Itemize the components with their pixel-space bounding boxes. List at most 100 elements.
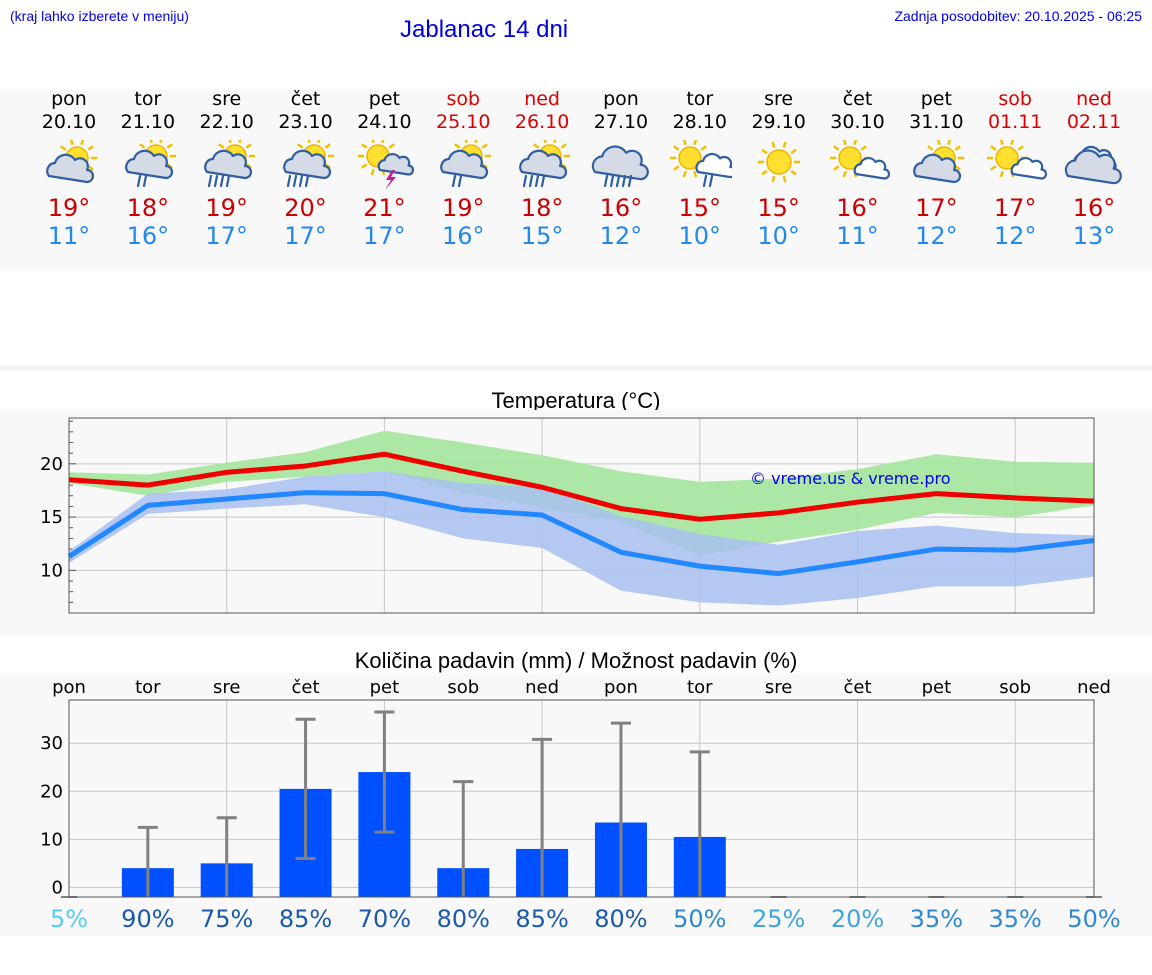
last-updated: Zadnja posodobitev: 20.10.2025 - 06:25: [894, 8, 1142, 24]
y-tick-label: 30: [40, 733, 63, 754]
day-name: pet: [920, 88, 952, 110]
precip-probability: 80%: [437, 905, 490, 933]
max-temp: 15°: [757, 194, 800, 222]
precipitation-chart-title: Količina padavin (mm) / Možnost padavin …: [354, 648, 798, 673]
watermark: © vreme.us & vreme.pro: [750, 469, 951, 488]
page-title: Jablanac 14 dni: [400, 16, 569, 43]
day-date: 29.10: [751, 111, 806, 133]
day-name: čet: [842, 88, 873, 110]
day-date: 30.10: [830, 111, 885, 133]
min-temp: 12°: [599, 222, 643, 250]
max-temp: 18°: [126, 194, 170, 222]
day-column: pon 27.10 16° 12°: [581, 88, 661, 250]
day-name: tor: [686, 88, 714, 110]
y-tick-label: 0: [52, 877, 63, 898]
sun-cloud-rain-icon: [669, 140, 732, 188]
day-column: čet 23.10 20° 17°: [266, 88, 346, 250]
partly-cloudy-heavy-rain-icon: [282, 140, 334, 188]
day-name: sre: [764, 88, 794, 110]
precip-probability: 80%: [594, 905, 647, 933]
day-name: sob: [446, 88, 481, 110]
day-column: sob 01.11 17° 12°: [975, 88, 1055, 250]
day-date: 31.10: [909, 111, 964, 133]
min-temp: 17°: [284, 222, 327, 250]
precip-probability: 20%: [831, 905, 884, 933]
day-name: tor: [134, 88, 162, 110]
day-label: pon: [52, 677, 86, 698]
precip-probability: 90%: [121, 905, 174, 933]
day-column: tor 28.10 15° 10°: [660, 88, 740, 250]
min-temp: 11°: [836, 222, 879, 250]
y-tick-label: 20: [40, 454, 63, 475]
day-column: sre 22.10 19° 17°: [187, 88, 267, 250]
day-date: 20.10: [41, 111, 97, 133]
min-temp: 10°: [678, 222, 722, 250]
day-label: tor: [135, 677, 161, 698]
temperature-chart-title: Temperatura (°C): [491, 388, 661, 413]
precip-probability: 85%: [515, 905, 568, 933]
day-date: 21.10: [120, 111, 176, 133]
min-temp: 16°: [126, 222, 170, 250]
max-temp: 17°: [915, 194, 958, 222]
min-temp: 16°: [441, 222, 485, 250]
precip-probability: 35%: [910, 905, 963, 933]
day-label: pet: [370, 677, 400, 698]
sun-thunderstorm-icon: [358, 140, 415, 190]
min-temp: 10°: [757, 222, 800, 250]
day-name: sre: [212, 88, 242, 110]
max-temp: 16°: [1072, 194, 1116, 222]
day-date: 01.11: [987, 111, 1043, 133]
day-date: 23.10: [278, 111, 333, 133]
partly-cloudy-rain-icon: [125, 140, 176, 188]
sun-small-cloud-icon: [987, 140, 1048, 180]
day-name: sob: [998, 88, 1032, 110]
day-label: čet: [843, 677, 871, 698]
day-date: 26.10: [514, 111, 570, 133]
precip-probability: 50%: [673, 905, 726, 933]
temperature-chart: 10 15 20 © vreme.us & vreme.pro: [40, 417, 1095, 614]
cloudy-icon: [1064, 145, 1122, 185]
precip-probability: 25%: [752, 905, 805, 933]
day-label: sre: [213, 677, 240, 698]
day-column: čet 30.10 16° 11°: [818, 88, 898, 250]
day-column: ned 02.11 16° 13°: [1054, 88, 1134, 250]
min-temp: 12°: [915, 222, 958, 250]
max-temp: 21°: [363, 194, 406, 222]
y-tick-label: 15: [40, 507, 63, 528]
precip-probability: 35%: [989, 905, 1042, 933]
day-column: pon 20.10 19° 11°: [29, 88, 109, 250]
precip-probability: 70%: [358, 905, 411, 933]
precipitation-chart: pon tor sre čet pet sob ned pon tor sre čet pet sob n…: [40, 677, 1121, 933]
plot-frame: [68, 417, 1095, 614]
separator-band: [0, 365, 1152, 371]
day-label: pet: [922, 677, 952, 698]
day-date: 28.10: [672, 111, 727, 133]
max-temp: 18°: [520, 194, 564, 222]
y-tick-label: 10: [40, 560, 63, 581]
day-label: sob: [447, 677, 479, 698]
partly-cloudy-icon: [46, 140, 97, 184]
day-label: sob: [999, 677, 1031, 698]
min-temp: 13°: [1072, 222, 1116, 250]
y-tick-label: 10: [40, 829, 63, 850]
day-name: pon: [51, 88, 87, 110]
daily-forecast-row: pon 20.10 19° 11° tor 21.10 18° 16° sre 22.10 19° 1…: [0, 88, 1152, 270]
max-temp: 19°: [441, 194, 485, 222]
precip-probability: 85%: [279, 905, 332, 933]
day-label: tor: [687, 677, 713, 698]
partly-cloudy-rain-icon: [440, 140, 492, 188]
min-temp-range-band: [69, 471, 1095, 606]
day-label: sre: [765, 677, 792, 698]
min-temp: 12°: [993, 222, 1037, 250]
day-label: pon: [604, 677, 638, 698]
precip-probability: 5%: [50, 905, 88, 933]
max-temp: 16°: [599, 194, 643, 222]
day-date: 25.10: [436, 111, 491, 133]
day-date: 24.10: [357, 111, 412, 133]
day-column: sob 25.10 19° 16°: [423, 88, 503, 250]
day-name: čet: [290, 88, 321, 110]
day-label: čet: [292, 677, 320, 698]
location-hint-link[interactable]: (kraj lahko izberete v meniju): [10, 8, 189, 24]
partly-cloudy-heavy-rain-icon: [203, 140, 255, 188]
max-temp: 20°: [284, 194, 327, 222]
